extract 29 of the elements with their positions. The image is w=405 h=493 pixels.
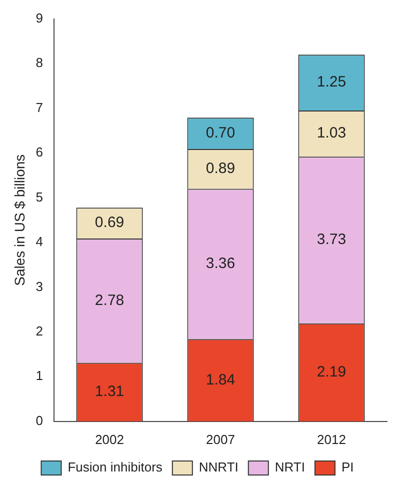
data-label: 3.36 bbox=[206, 255, 236, 272]
data-label: 1.03 bbox=[316, 124, 346, 142]
data-label: 2.19 bbox=[316, 364, 346, 381]
y-tick-label: 9 bbox=[36, 10, 44, 26]
data-label: 0.69 bbox=[94, 214, 124, 232]
y-tick-label: 4 bbox=[36, 234, 44, 250]
data-label: 0.89 bbox=[206, 160, 236, 178]
y-tick-label: 0 bbox=[36, 412, 44, 428]
y-tick-label: 2 bbox=[36, 324, 44, 339]
y-tick-label: 8 bbox=[36, 55, 44, 70]
data-label: 2.78 bbox=[94, 292, 124, 309]
y-tick-label: 1 bbox=[36, 368, 44, 384]
data-label: 1.31 bbox=[94, 383, 124, 400]
legend-label: PI bbox=[341, 460, 354, 475]
y-axis-title: Sales in US $ billions bbox=[11, 154, 28, 286]
legend-label: NRTI bbox=[274, 460, 305, 475]
y-tick-label: 7 bbox=[36, 100, 44, 115]
y-tick-label: 5 bbox=[36, 189, 44, 204]
y-tick-label: 6 bbox=[36, 144, 44, 160]
legend-label: Fusion inhibitors bbox=[68, 460, 163, 475]
x-tick-label: 2002 bbox=[95, 432, 124, 447]
y-tick-label: 3 bbox=[36, 278, 44, 294]
x-tick-label: 2007 bbox=[206, 432, 235, 447]
data-label: 1.25 bbox=[316, 74, 346, 91]
data-label: 0.70 bbox=[206, 124, 236, 142]
legend-label: NNRTI bbox=[198, 460, 238, 475]
x-tick-label: 2012 bbox=[317, 432, 346, 447]
data-label: 1.84 bbox=[206, 371, 236, 388]
data-label: 3.73 bbox=[316, 231, 346, 248]
